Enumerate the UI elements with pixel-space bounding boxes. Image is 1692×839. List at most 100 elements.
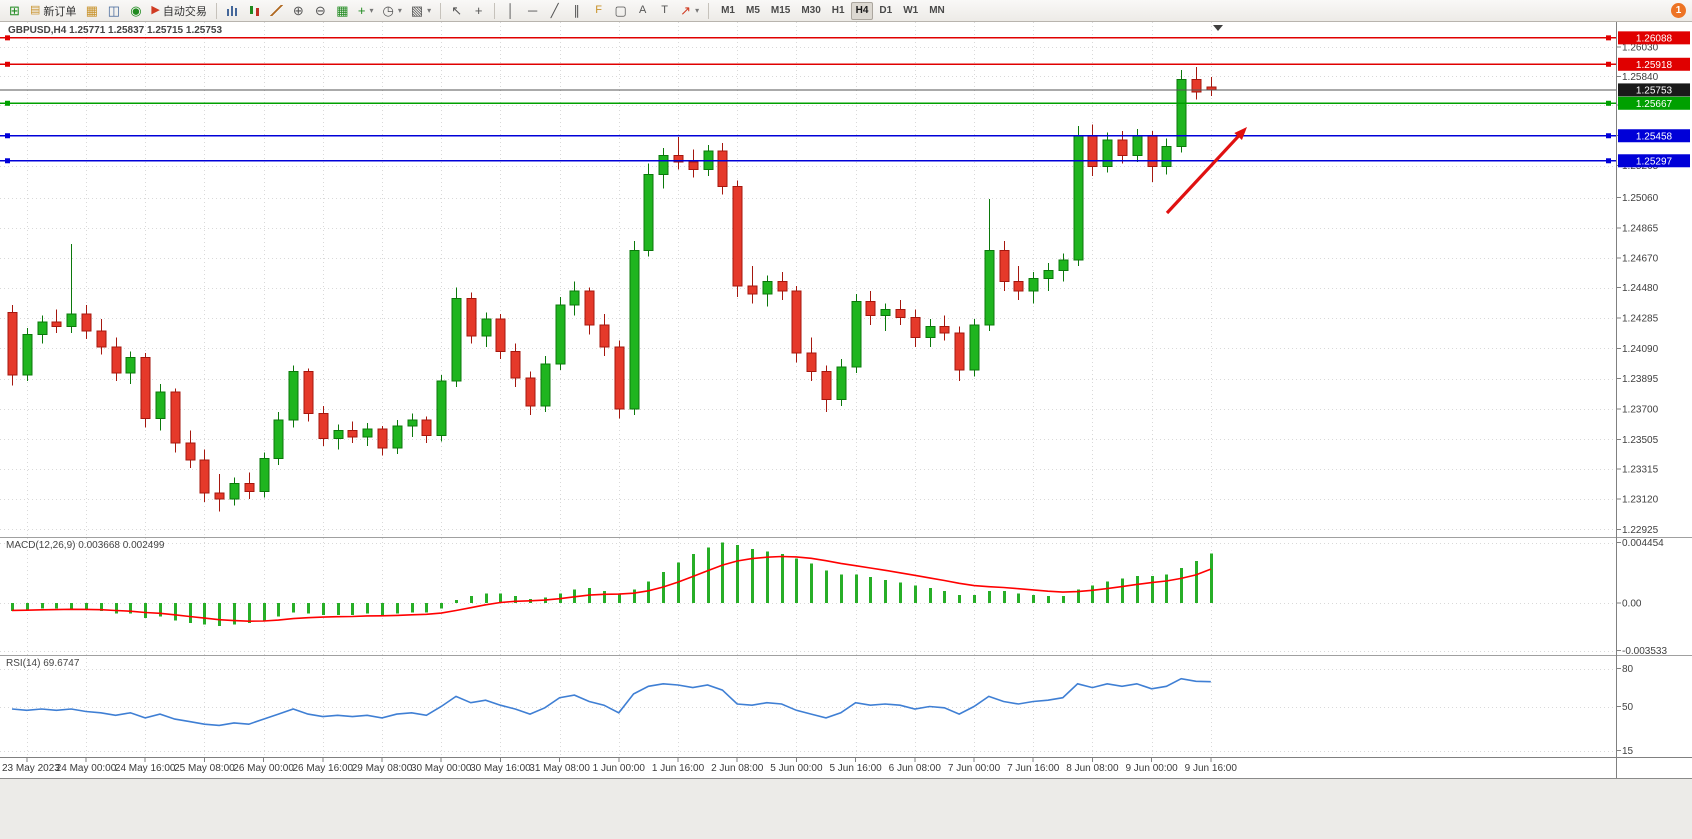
arrows-button[interactable]: ↗ ▾	[676, 1, 703, 20]
profiles-button[interactable]: ▦	[81, 1, 102, 20]
vertical-line-button[interactable]: │	[500, 1, 521, 20]
candle-body	[392, 425, 403, 449]
new-order-button[interactable]: ▤ 新订单	[26, 1, 80, 20]
hline-1.26088[interactable]: 1.26088	[0, 31, 1690, 45]
hline-1.25667[interactable]: 1.25667	[0, 96, 1690, 110]
candle-body	[806, 352, 817, 373]
market-watch-icon: ◫	[107, 3, 121, 18]
hline-handle	[1606, 100, 1611, 106]
timeframe-button-h4[interactable]: H4	[850, 1, 874, 20]
cursor-button[interactable]: ↖	[446, 1, 467, 20]
navigator-button[interactable]: ◉	[125, 1, 146, 20]
candle-body	[540, 363, 551, 407]
chevron-down-icon: ▾	[397, 6, 402, 15]
auto-trading-button[interactable]: ▶ 自动交易	[147, 1, 210, 20]
crosshair-icon: +	[474, 3, 483, 18]
svg-text:1.26030: 1.26030	[1622, 42, 1659, 53]
hline-handle	[5, 100, 10, 106]
candle-body	[865, 301, 876, 317]
new-chart-button[interactable]: ⊞	[4, 1, 25, 20]
timeframe-button-m15[interactable]: M15	[766, 2, 795, 20]
label-button[interactable]: T	[654, 1, 675, 20]
candlestick-chart-button[interactable]	[244, 1, 265, 20]
candle-body	[155, 391, 166, 419]
crosshair-button[interactable]: +	[468, 1, 489, 20]
timeframe-button-mn[interactable]: MN	[924, 2, 950, 20]
candle-body	[614, 346, 625, 410]
candle-body	[791, 290, 802, 354]
time-label: 2 Jun 08:00	[711, 763, 764, 774]
zoom-in-icon: ⊕	[292, 3, 304, 18]
horizontal-line-button[interactable]: ─	[522, 1, 543, 20]
templates-button[interactable]: ▧ ▾	[407, 1, 435, 20]
candle-body	[643, 173, 654, 251]
shapes-button[interactable]: ▢	[610, 1, 631, 20]
candle-body	[629, 249, 640, 410]
toolbar: ⊞ ▤ 新订单 ▦ ◫ ◉ ▶ 自动交易 ⊕ ⊖ ▦ + ▾ ◷ ▾ ▧ ▾ ↖ + …	[0, 0, 1692, 22]
notification-badge[interactable]: 1	[1671, 3, 1686, 18]
hline-handle	[1606, 158, 1611, 164]
toolbar-separator	[215, 2, 217, 19]
indicators-button[interactable]: + ▾	[354, 1, 378, 20]
svg-text:80: 80	[1622, 664, 1634, 675]
text-button[interactable]: A	[632, 1, 653, 20]
timeframe-button-m5[interactable]: M5	[741, 2, 765, 20]
timeframe-group: M1 M5 M15 M30 H1 H4 D1 W1 MN	[716, 1, 950, 20]
fibonacci-button[interactable]: F	[588, 1, 609, 20]
time-label: 26 May 16:00	[292, 763, 353, 774]
hline-handle	[1606, 133, 1611, 139]
hline-1.25297[interactable]: 1.25297	[0, 154, 1690, 168]
hline-handle	[1606, 61, 1611, 67]
trend-arrow[interactable]	[1165, 127, 1247, 215]
hline-handle	[5, 158, 10, 164]
hline-1.25918[interactable]: 1.25918	[0, 57, 1690, 71]
candle-body	[969, 324, 980, 371]
candle-body	[259, 458, 270, 492]
timeframe-button-m1[interactable]: M1	[716, 2, 740, 20]
macd-histogram	[11, 542, 1213, 626]
candle-body	[569, 290, 580, 306]
trendline-button[interactable]: ╱	[544, 1, 565, 20]
candle-body	[421, 419, 432, 436]
time-label: 24 May 16:00	[115, 763, 176, 774]
candle-body	[51, 321, 62, 328]
channel-button[interactable]: ∥	[566, 1, 587, 20]
timeframe-button-w1[interactable]: W1	[898, 2, 923, 20]
candle-body	[525, 377, 536, 407]
hline-handle	[5, 133, 10, 139]
line-chart-button[interactable]	[266, 1, 287, 20]
hline-1.25458[interactable]: 1.25458	[0, 129, 1690, 143]
hline-1.25753[interactable]: 1.25753	[0, 83, 1690, 97]
hline-handle	[5, 61, 10, 67]
candle-body	[466, 298, 477, 337]
timeframe-button-h1[interactable]: H1	[827, 2, 850, 20]
chevron-down-icon: ▾	[427, 6, 432, 15]
time-label: 29 May 08:00	[352, 763, 413, 774]
svg-text:1.23700: 1.23700	[1622, 404, 1659, 415]
candle-body	[836, 366, 847, 401]
zoom-in-button[interactable]: ⊕	[288, 1, 309, 20]
candle-body	[510, 350, 521, 379]
bar-chart-icon	[225, 5, 239, 16]
candle-body	[1191, 78, 1202, 93]
candle-body	[658, 155, 669, 175]
market-watch-button[interactable]: ◫	[103, 1, 124, 20]
bar-chart-button[interactable]	[222, 1, 243, 20]
periods-button[interactable]: ◷ ▾	[378, 1, 405, 20]
zoom-out-button[interactable]: ⊖	[310, 1, 331, 20]
timeframe-button-d1[interactable]: D1	[874, 2, 897, 20]
time-label: 1 Jun 00:00	[593, 763, 646, 774]
chart-shift-marker[interactable]	[1213, 25, 1223, 31]
candlestick-series	[7, 67, 1217, 512]
fibonacci-icon: F	[595, 4, 603, 16]
svg-text:15: 15	[1622, 746, 1634, 757]
candle-body	[140, 357, 151, 419]
candle-body	[895, 308, 906, 318]
timeframe-button-m30[interactable]: M30	[796, 2, 825, 20]
candle-body	[1013, 281, 1024, 292]
navigator-icon: ◉	[130, 3, 142, 18]
svg-text:0.004454: 0.004454	[1622, 538, 1664, 549]
chart-canvas[interactable]: 1.260301.258401.256551.254601.252651.250…	[0, 22, 1692, 778]
tile-windows-button[interactable]: ▦	[332, 1, 353, 20]
vertical-line-icon: │	[506, 3, 515, 18]
